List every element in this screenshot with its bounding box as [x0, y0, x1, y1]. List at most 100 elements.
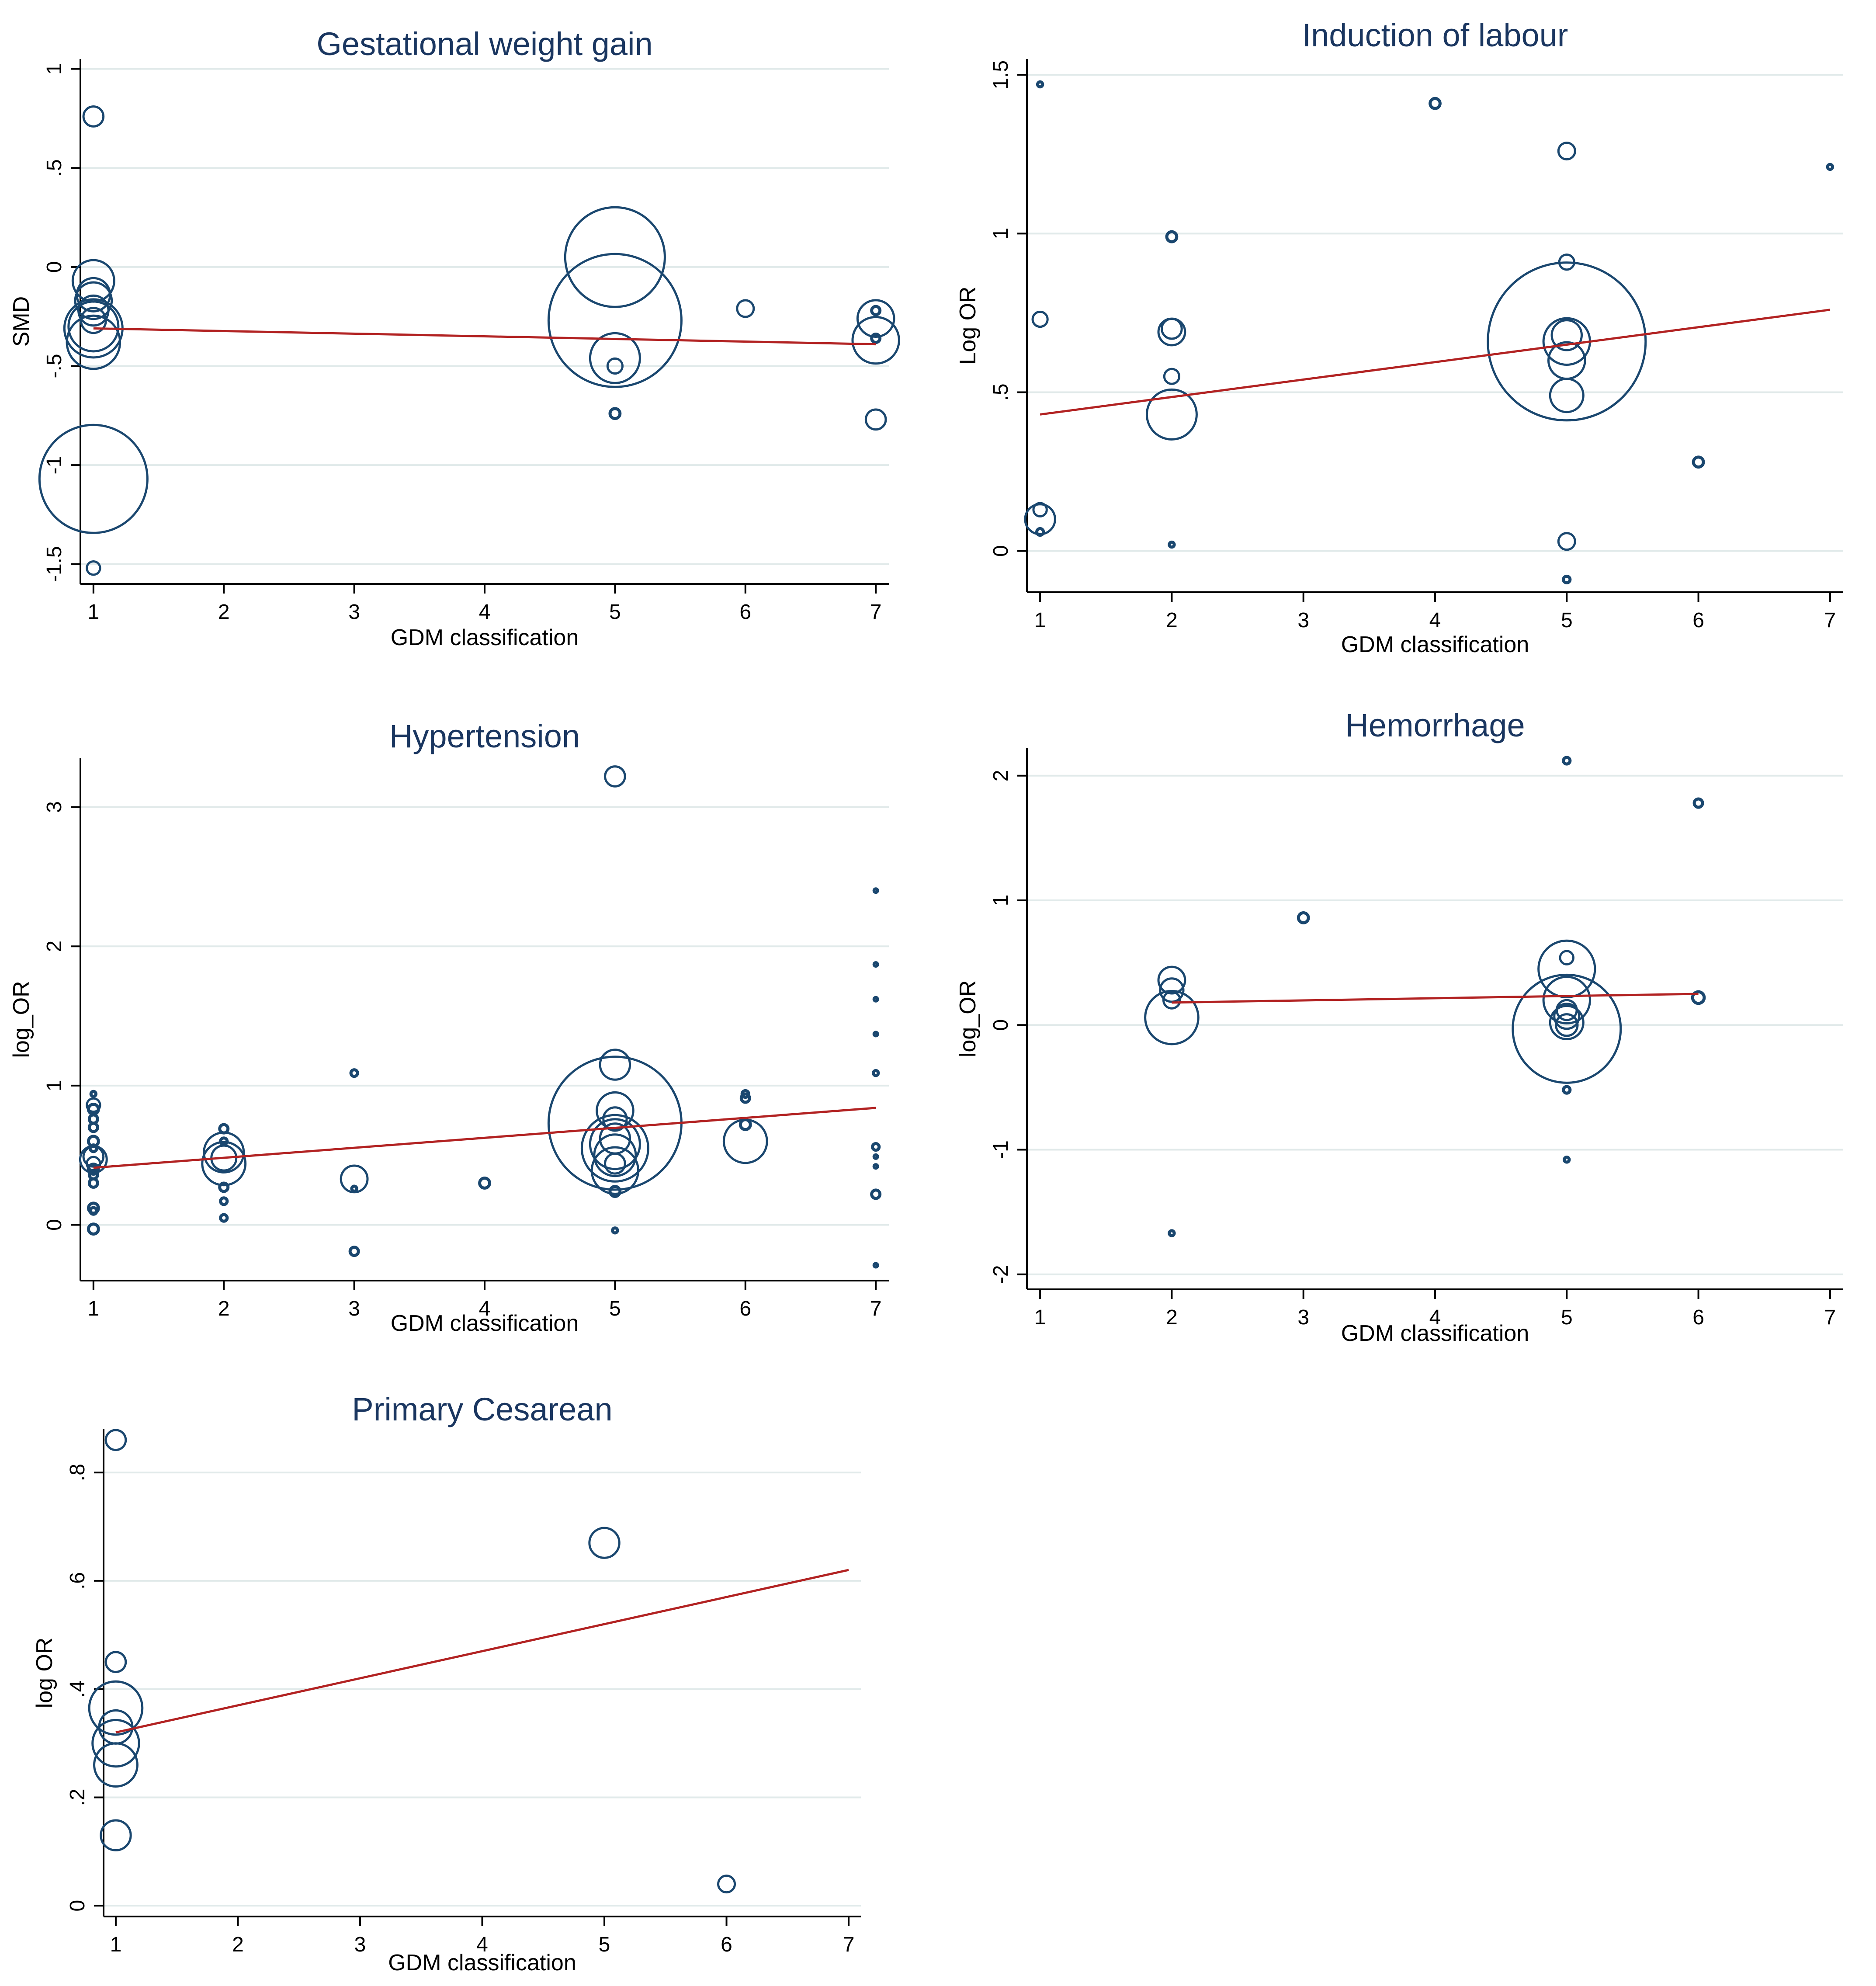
- data-point: [1562, 574, 1572, 585]
- data-point: [588, 1527, 621, 1559]
- data-point: [589, 332, 641, 384]
- y-axis-label: log OR: [32, 1638, 57, 1708]
- data-point: [1144, 990, 1200, 1045]
- data-point: [104, 1429, 127, 1451]
- data-point: [871, 1069, 880, 1077]
- y-tick-label: .4: [66, 1680, 89, 1698]
- y-tick-label: 0: [989, 1019, 1013, 1031]
- data-point: [736, 299, 755, 318]
- y-tick-label: -.5: [43, 354, 66, 378]
- x-tick-label: 2: [218, 601, 230, 624]
- y-tick-label: -2: [989, 1265, 1013, 1284]
- data-point: [1549, 1005, 1585, 1041]
- data-point: [1537, 939, 1596, 998]
- data-point: [88, 1206, 98, 1216]
- x-axis-label: GDM classification: [1341, 632, 1529, 657]
- y-axis-label: Log OR: [955, 286, 981, 365]
- data-point: [722, 1118, 768, 1164]
- y-tick-label: 0: [66, 1900, 89, 1912]
- x-tick-label: 7: [870, 1297, 882, 1320]
- data-point: [1165, 230, 1179, 243]
- data-point: [88, 1680, 144, 1736]
- data-point: [82, 105, 105, 128]
- x-tick-label: 6: [1692, 609, 1704, 632]
- chart-title: Induction of labour: [1302, 17, 1568, 53]
- y-tick-label: .2: [66, 1788, 89, 1806]
- data-point: [856, 299, 895, 338]
- data-point: [599, 1049, 631, 1081]
- data-point: [1512, 973, 1622, 1084]
- data-point: [1542, 976, 1591, 1024]
- data-point: [1562, 756, 1572, 766]
- data-point: [717, 1875, 736, 1894]
- y-tick-label: .8: [66, 1464, 89, 1481]
- x-tick-label: 2: [1166, 609, 1178, 632]
- y-tick-label: 0: [43, 261, 66, 273]
- data-point: [872, 1163, 879, 1170]
- fitted-line: [93, 1107, 876, 1169]
- data-point: [1487, 261, 1647, 422]
- x-tick-label: 7: [870, 601, 882, 624]
- data-point: [870, 305, 882, 316]
- panel-3: 0 1 2 3 1 2 3 4 5 6 7 Hypertension GDM classificatio…: [9, 718, 889, 1336]
- y-tick-label: .6: [66, 1572, 89, 1590]
- data-point: [1297, 911, 1310, 924]
- x-tick-label: 5: [599, 1933, 610, 1956]
- data-point: [872, 1031, 879, 1038]
- data-point: [870, 333, 882, 344]
- x-tick-label: 3: [1297, 1306, 1309, 1329]
- data-point: [104, 1651, 127, 1674]
- x-axis-label: GDM classification: [388, 1950, 576, 1976]
- data-point: [1163, 368, 1181, 385]
- x-tick-label: 1: [87, 1297, 99, 1320]
- panel-2: 0 .5 1 1.5 1 2 3 4 5 6 7 Induction of labour GDM cla…: [955, 17, 1843, 657]
- data-point: [589, 1118, 641, 1170]
- data-point: [219, 1196, 229, 1206]
- data-point: [602, 1106, 628, 1132]
- y-axis-label: log_OR: [955, 980, 981, 1057]
- x-tick-label: 7: [1824, 1306, 1836, 1329]
- y-tick-label: .5: [43, 159, 66, 177]
- fitted-line: [1172, 993, 1699, 1004]
- data-point: [608, 407, 622, 420]
- y-tick-label: 0: [43, 1219, 66, 1231]
- data-point: [86, 1097, 101, 1113]
- data-point: [871, 1142, 881, 1152]
- data-point: [872, 1262, 879, 1269]
- data-point: [593, 1133, 637, 1177]
- data-point: [1557, 142, 1576, 161]
- x-tick-label: 6: [739, 1297, 751, 1320]
- x-tick-label: 2: [232, 1933, 244, 1956]
- chart-title: Hemorrhage: [1345, 707, 1525, 743]
- y-tick-label: -1: [43, 456, 66, 475]
- data-point: [608, 1185, 622, 1198]
- data-point: [1826, 163, 1834, 171]
- data-point: [1559, 950, 1574, 965]
- data-point: [1429, 97, 1442, 110]
- fitted-line: [1040, 309, 1831, 416]
- x-tick-label: 3: [348, 1297, 360, 1320]
- data-point: [851, 316, 900, 365]
- data-point: [606, 357, 624, 375]
- data-point: [89, 1090, 98, 1098]
- x-axis-label: GDM classification: [391, 1311, 579, 1336]
- data-point: [1692, 797, 1704, 809]
- data-point: [611, 1226, 619, 1235]
- x-tick-label: 6: [739, 601, 751, 624]
- data-point: [1168, 540, 1176, 549]
- y-tick-label: 2: [989, 770, 1013, 781]
- data-point: [739, 1092, 751, 1104]
- y-tick-label: 1: [989, 228, 1013, 240]
- y-tick-label: 0: [989, 545, 1013, 557]
- data-point: [201, 1141, 247, 1187]
- data-point: [218, 1181, 230, 1193]
- data-point: [580, 1114, 649, 1183]
- x-tick-label: 1: [1034, 1306, 1046, 1329]
- x-tick-label: 5: [1561, 1306, 1573, 1329]
- data-point: [1168, 1229, 1176, 1237]
- panel-1: -1.5 -1 -.5 0 .5 1 1 2 3 4 5 6 7 Gestational weight g…: [9, 26, 900, 650]
- data-point: [1145, 388, 1198, 441]
- data-point: [87, 1163, 100, 1176]
